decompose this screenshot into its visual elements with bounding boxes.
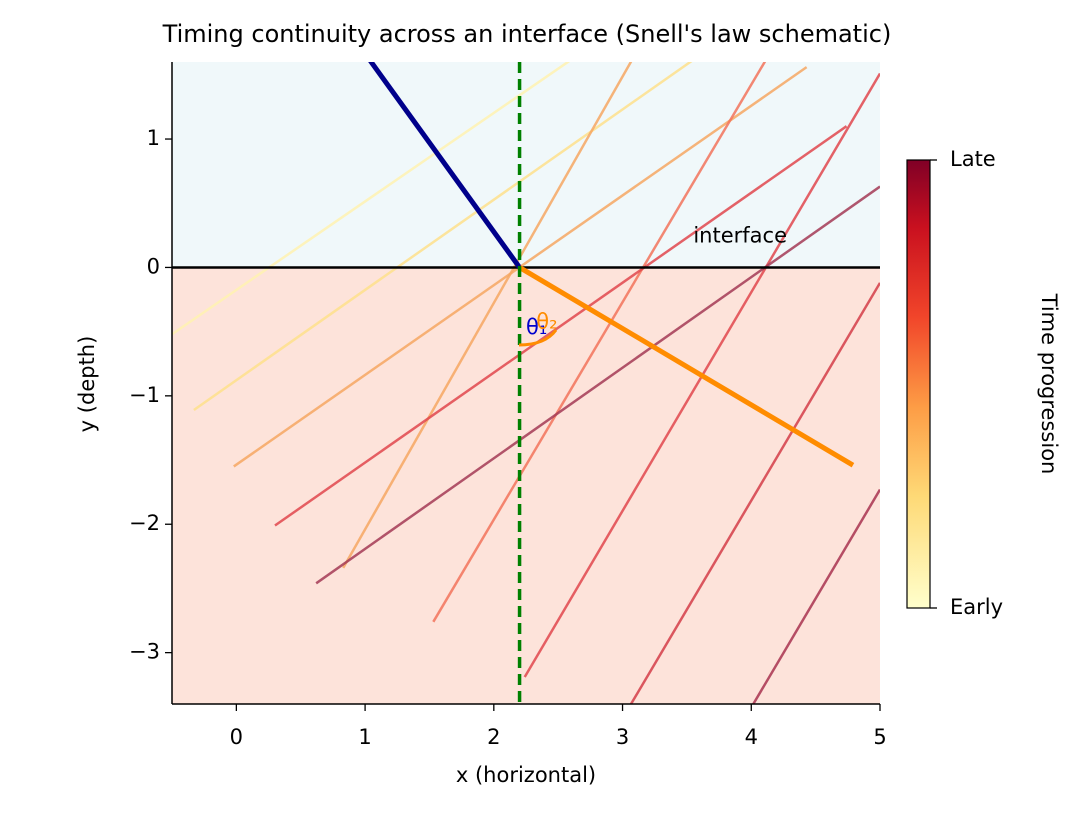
y-axis-label: y (depth) [75,336,99,433]
chart-title: Timing continuity across an interface (S… [162,20,892,48]
ray-line [274,125,848,527]
x-tick-label: 3 [616,725,629,749]
x-tick-label: 0 [230,725,243,749]
x-tick-label: 2 [487,725,500,749]
colorbar [906,159,931,609]
angle-arc [518,329,558,347]
y-tick-label: −1 [129,383,160,407]
ray-line [751,488,880,704]
y-tick-label: −2 [129,511,160,535]
ray-line [518,265,855,468]
colorbar-label: Time progression [1037,293,1061,475]
y-tick-label: −3 [129,640,160,664]
plot-area [172,62,880,704]
lower-medium [172,267,880,704]
y-tick-label: 1 [147,126,160,150]
upper-medium [172,62,880,268]
ray-line [342,62,633,569]
ray-line [172,62,571,336]
ray-line [193,62,693,411]
y-tick-label: 0 [147,254,160,278]
ray-line [629,282,880,704]
colorbar-tick-label: Early [950,595,1003,619]
x-tick-label: 4 [745,725,758,749]
ray-line [432,62,767,623]
x-axis-label: x (horizontal) [456,763,596,787]
x-tick-label: 5 [873,725,886,749]
x-tick-label: 1 [358,725,371,749]
colorbar-tick-label: Late [950,147,996,171]
annotation: interface [693,224,787,248]
ray-line [315,185,880,585]
annotation: θ₂ [536,310,557,334]
annotation: θ₁ [526,315,547,339]
ray-line [368,62,522,269]
